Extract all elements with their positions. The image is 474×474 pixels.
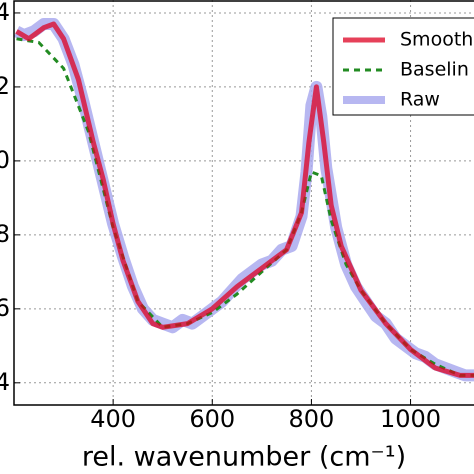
y-tick-label: 2 <box>0 72 10 100</box>
y-tick-label: 4 <box>0 0 10 26</box>
plot-frame <box>13 0 474 406</box>
x-tick-label: 1000 <box>380 405 441 433</box>
y-tick-label: 0 <box>0 146 10 174</box>
legend-label: Smooth <box>400 29 473 51</box>
x-tick-label: 600 <box>189 405 235 433</box>
series-line <box>15 21 474 378</box>
x-tick-label: 800 <box>289 405 335 433</box>
y-tick-label: 6 <box>0 294 10 322</box>
legend-label: Baselin <box>400 59 469 81</box>
y-tick-label: 8 <box>0 220 10 248</box>
x-axis-label: rel. wavenumber (cm⁻¹) <box>82 442 406 473</box>
y-tick-label: 4 <box>0 368 10 396</box>
legend: Smooth Baselin Raw <box>332 17 474 116</box>
legend-label: Raw <box>400 89 440 111</box>
x-tick-label: 400 <box>90 405 136 433</box>
